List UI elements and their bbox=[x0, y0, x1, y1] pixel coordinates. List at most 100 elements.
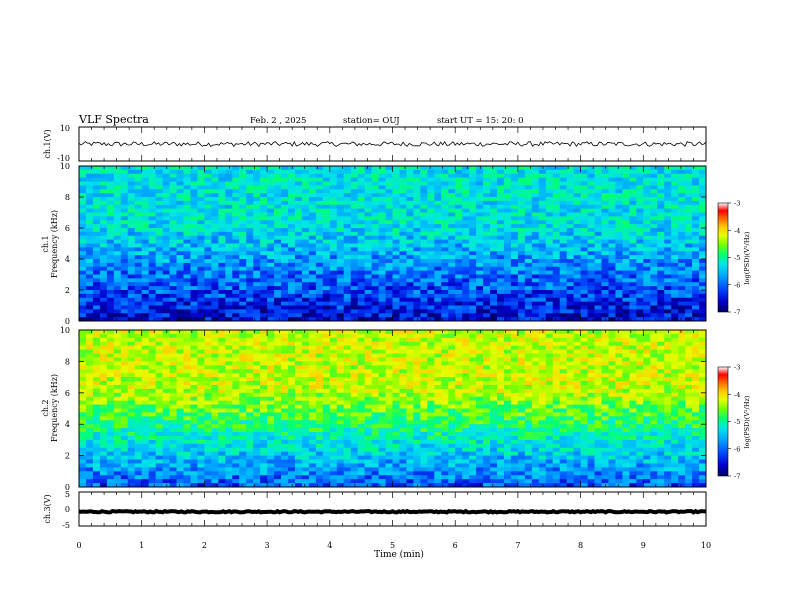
spectrogram-cell bbox=[545, 369, 554, 374]
spectrogram-cell bbox=[420, 357, 428, 362]
spectrogram-cell bbox=[329, 345, 338, 351]
spectrogram-cell bbox=[559, 204, 568, 210]
spectrogram-cell bbox=[517, 173, 526, 179]
spectrogram-cell bbox=[692, 251, 700, 256]
spectrogram-cell bbox=[329, 333, 338, 339]
spectrogram-cell bbox=[671, 266, 679, 272]
spectrogram-cell bbox=[434, 293, 442, 299]
spectrogram-cell bbox=[79, 220, 87, 225]
spectrogram-cell bbox=[531, 239, 540, 244]
spectrogram-cell bbox=[657, 216, 665, 221]
spectrogram-cell bbox=[385, 286, 393, 291]
spectrogram-cell bbox=[183, 216, 191, 221]
spectrogram-cell bbox=[336, 337, 345, 343]
spectrogram-cell bbox=[538, 305, 547, 310]
spectrogram-cell bbox=[671, 220, 679, 225]
spectrogram-cell bbox=[476, 330, 484, 335]
spectrogram-cell bbox=[385, 345, 393, 351]
spectrogram-cell bbox=[246, 278, 254, 283]
spectrogram-cell bbox=[113, 333, 122, 339]
spectrogram-cell bbox=[636, 373, 644, 378]
spectrogram-cell bbox=[601, 270, 609, 275]
spectrogram-cell bbox=[490, 239, 498, 244]
spectrogram-cell bbox=[106, 286, 115, 291]
spectrogram-cell bbox=[274, 177, 282, 182]
spectrogram-cell bbox=[364, 373, 372, 378]
spectrogram-cell bbox=[545, 293, 554, 299]
spectrogram-cell bbox=[120, 208, 129, 213]
spectrogram-cell bbox=[218, 247, 226, 252]
spectrogram-cell bbox=[650, 293, 658, 299]
spectrogram-cell bbox=[650, 177, 658, 182]
spectrogram-cell bbox=[699, 216, 707, 221]
spectrogram-cell bbox=[545, 349, 554, 354]
spectrogram-cell bbox=[141, 345, 150, 351]
spectrogram-cell bbox=[225, 247, 233, 252]
spectrogram-cell bbox=[288, 173, 296, 179]
spectrogram-cell bbox=[476, 293, 484, 299]
spectrogram-cell bbox=[413, 349, 421, 354]
spectrogram-cell bbox=[587, 377, 595, 382]
spectrogram-cell bbox=[573, 384, 581, 390]
spectrogram-cell bbox=[531, 243, 540, 248]
spectrogram-cell bbox=[85, 243, 94, 248]
spectrogram-cell bbox=[225, 200, 233, 206]
spectrogram-cell bbox=[315, 313, 324, 318]
spectrogram-cell bbox=[225, 181, 233, 186]
spectrogram-cell bbox=[134, 293, 143, 299]
spectrogram-cell bbox=[281, 255, 289, 260]
spectrogram-cell bbox=[85, 317, 94, 322]
spectrogram-cell bbox=[406, 301, 414, 306]
spectrogram-cell bbox=[239, 309, 247, 314]
spectrogram-cell bbox=[329, 361, 338, 366]
spectrogram-cell bbox=[336, 169, 345, 175]
spectrogram-cell bbox=[190, 293, 198, 299]
spectrogram-cell bbox=[322, 341, 331, 347]
spectrogram-cell bbox=[573, 189, 581, 194]
spectrogram-cell bbox=[462, 259, 470, 264]
spectrogram-cell bbox=[141, 309, 150, 314]
spectrogram-cell bbox=[113, 274, 122, 279]
spectrogram-cell bbox=[434, 243, 442, 248]
spectrogram-cell bbox=[678, 377, 686, 382]
spectrogram-cell bbox=[385, 231, 393, 237]
spectrogram-cell bbox=[253, 290, 261, 295]
spectrogram-cell bbox=[517, 247, 526, 252]
spectrogram-cell bbox=[288, 216, 296, 221]
spectrogram-cell bbox=[211, 216, 219, 221]
spectrogram-cell bbox=[79, 313, 87, 318]
spectrogram-cell bbox=[455, 228, 463, 233]
spectrogram-cell bbox=[392, 251, 400, 256]
spectrogram-cell bbox=[469, 333, 477, 339]
spectrogram-cell bbox=[503, 243, 512, 248]
spectrogram-cell bbox=[134, 177, 143, 182]
spectrogram-cell bbox=[399, 189, 407, 194]
spectrogram-cell bbox=[664, 349, 672, 354]
spectrogram-cell bbox=[636, 200, 644, 206]
spectrogram-cell bbox=[329, 369, 338, 374]
spectrogram-cell bbox=[573, 200, 581, 206]
spectrogram-cell bbox=[92, 290, 101, 295]
spectrogram-cell bbox=[239, 193, 247, 198]
spectrogram-cell bbox=[510, 243, 519, 248]
spectrogram-cell bbox=[99, 177, 108, 182]
spectrogram-cell bbox=[148, 353, 157, 358]
spectrogram-cell bbox=[524, 228, 533, 233]
spectrogram-cell bbox=[469, 208, 477, 213]
spectrogram-cell bbox=[601, 301, 609, 306]
spectrogram-cell bbox=[343, 259, 352, 264]
spectrogram-cell bbox=[169, 235, 177, 241]
spectrogram-cell bbox=[510, 204, 519, 210]
spectrogram-cell bbox=[92, 251, 101, 256]
spectrogram-cell bbox=[566, 166, 575, 171]
spectrogram-cell bbox=[85, 353, 94, 358]
spectrogram-cell bbox=[120, 239, 129, 244]
spectrogram-cell bbox=[288, 181, 296, 186]
spectrogram-cell bbox=[427, 317, 435, 322]
spectrogram-cell bbox=[434, 282, 442, 287]
spectrogram-cell bbox=[127, 235, 136, 241]
spectrogram-cell bbox=[427, 266, 435, 272]
spectrogram-cell bbox=[434, 365, 442, 370]
spectrogram-cell bbox=[692, 169, 700, 175]
spectrogram-cell bbox=[601, 259, 609, 264]
